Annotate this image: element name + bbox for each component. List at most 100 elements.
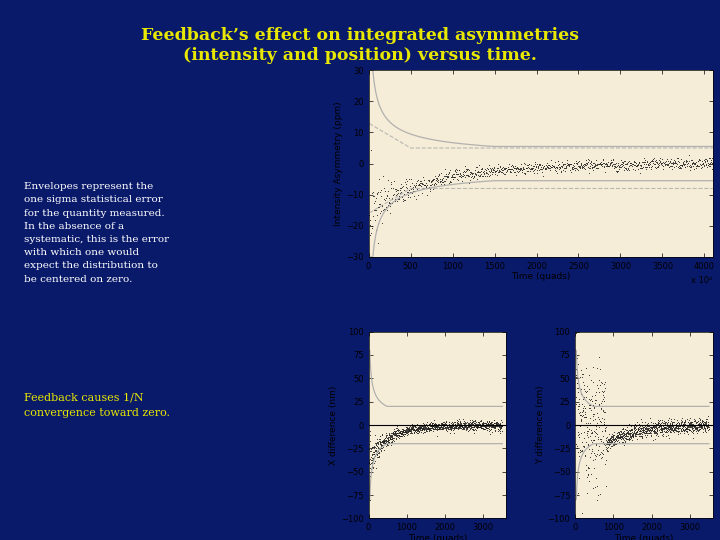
Point [483, 421, 495, 430]
Point [377, 436, 389, 445]
Point [680, 156, 692, 165]
Point [572, 448, 584, 457]
Point [541, 162, 553, 171]
Point [626, 425, 637, 434]
Point [468, 423, 480, 431]
Point [663, 420, 675, 429]
Point [538, 161, 549, 170]
Point [596, 414, 608, 423]
Point [587, 363, 598, 372]
Point [611, 436, 623, 445]
Point [685, 421, 696, 429]
Point [672, 429, 684, 438]
Point [627, 433, 639, 441]
Point [482, 421, 494, 430]
Point [444, 423, 456, 431]
Point [372, 239, 384, 248]
Point [613, 428, 625, 436]
Point [369, 452, 381, 461]
Point [447, 173, 459, 181]
Point [623, 426, 634, 435]
Point [401, 427, 413, 436]
Point [372, 439, 384, 448]
Point [526, 165, 538, 173]
Point [491, 165, 503, 174]
Point [606, 159, 617, 168]
Point [472, 163, 483, 172]
Point [678, 426, 689, 435]
Point [373, 200, 384, 208]
Point [441, 426, 452, 435]
Point [541, 160, 552, 169]
Point [528, 167, 539, 176]
Point [571, 160, 582, 168]
Point [696, 157, 708, 166]
Point [683, 422, 694, 431]
Point [676, 417, 688, 426]
Point [594, 449, 606, 458]
Point [632, 160, 644, 168]
Point [540, 165, 552, 173]
Point [405, 426, 417, 435]
Point [460, 426, 472, 434]
Point [600, 455, 611, 464]
Point [375, 437, 387, 446]
Point [427, 424, 438, 433]
Point [645, 429, 657, 437]
Point [701, 424, 713, 433]
Point [583, 477, 595, 485]
Point [646, 424, 657, 433]
Point [544, 161, 556, 170]
Point [366, 189, 377, 198]
Point [472, 422, 484, 431]
Point [399, 427, 410, 436]
Point [632, 426, 644, 434]
Point [456, 419, 467, 428]
Point [660, 420, 671, 428]
Point [647, 427, 658, 435]
Point [425, 426, 436, 434]
Point [665, 155, 677, 164]
Point [576, 509, 588, 517]
Point [651, 427, 662, 435]
Point [434, 422, 446, 431]
Point [641, 426, 652, 435]
Point [643, 163, 654, 171]
Point [397, 425, 408, 434]
Point [526, 165, 537, 173]
Point [423, 177, 435, 185]
Point [439, 177, 451, 185]
Point [700, 417, 711, 426]
Point [529, 157, 541, 166]
Point [651, 420, 662, 428]
Point [386, 433, 397, 441]
Point [687, 423, 698, 431]
Point [513, 164, 524, 173]
Point [495, 418, 506, 427]
Point [420, 423, 432, 432]
Point [440, 172, 451, 180]
Point [687, 421, 698, 430]
Point [645, 432, 657, 441]
Point [570, 164, 581, 173]
Point [621, 160, 632, 168]
Point [377, 438, 389, 447]
Point [693, 425, 705, 434]
Point [598, 417, 610, 426]
Point [486, 418, 498, 427]
Point [678, 420, 690, 429]
Point [423, 425, 434, 434]
Point [405, 424, 417, 433]
Point [399, 429, 410, 438]
Point [481, 168, 492, 177]
Point [367, 450, 379, 458]
Point [381, 430, 392, 439]
Point [696, 417, 708, 426]
Point [462, 422, 473, 431]
Point [439, 422, 451, 431]
Point [636, 426, 647, 435]
Point [415, 422, 426, 430]
Point [577, 378, 588, 387]
Point [562, 156, 573, 165]
Point [466, 423, 477, 432]
